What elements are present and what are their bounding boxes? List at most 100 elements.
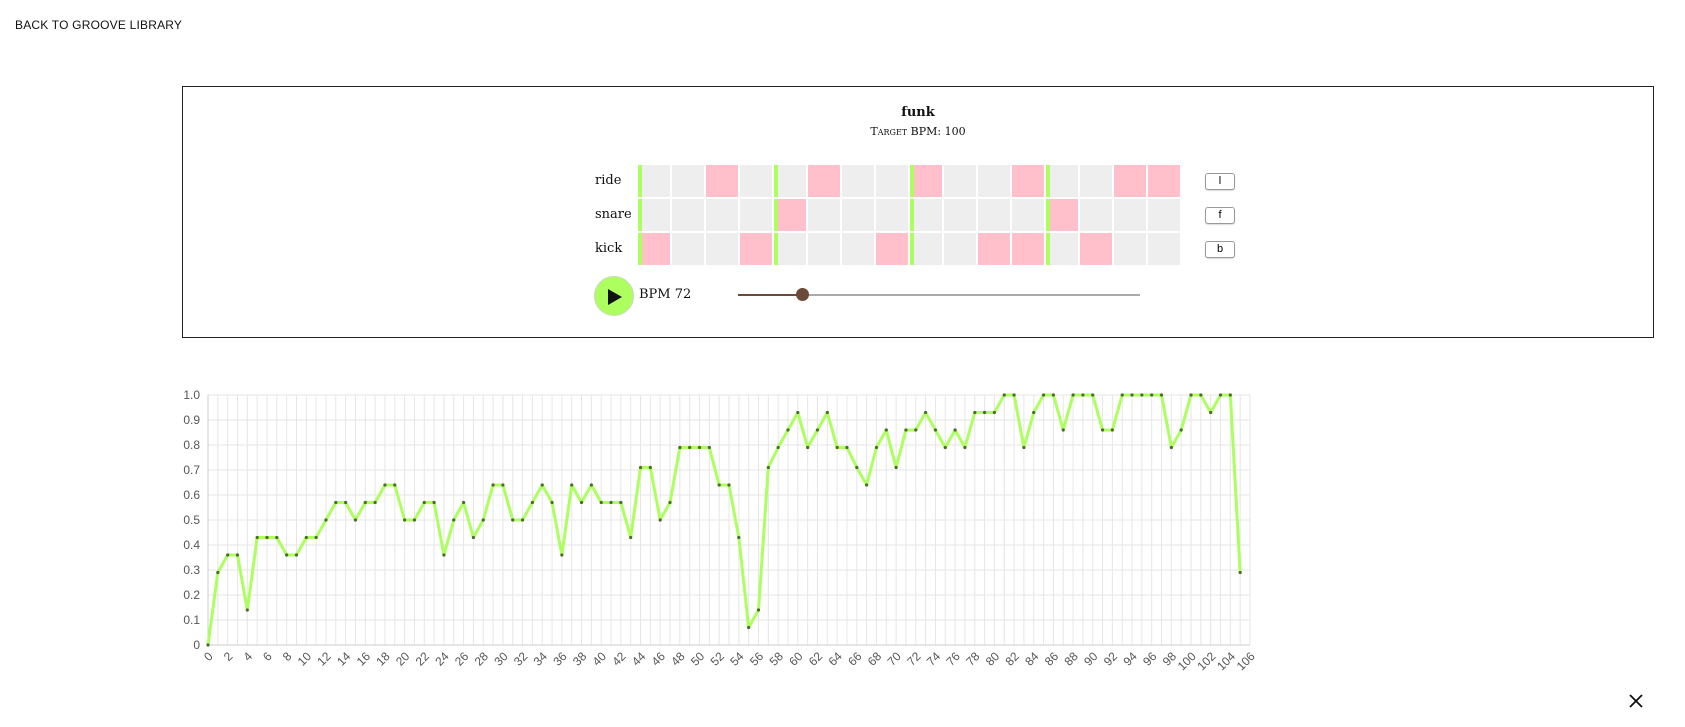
step-cell-kick-14[interactable] xyxy=(1080,233,1112,265)
data-point xyxy=(1150,393,1154,397)
x-tick-label: 40 xyxy=(590,649,610,669)
step-cell-ride-9[interactable] xyxy=(910,165,942,197)
data-point xyxy=(1071,393,1075,397)
x-tick-label: 6 xyxy=(260,649,275,664)
step-cell-kick-6[interactable] xyxy=(808,233,840,265)
step-cell-kick-5[interactable] xyxy=(774,233,806,265)
step-cell-snare-8[interactable] xyxy=(876,199,908,231)
x-tick-label: 36 xyxy=(550,649,570,669)
y-tick-label: 0.2 xyxy=(183,588,200,602)
step-cell-snare-11[interactable] xyxy=(978,199,1010,231)
step-cell-kick-8[interactable] xyxy=(876,233,908,265)
data-point xyxy=(609,500,613,505)
data-point xyxy=(1091,393,1095,397)
x-tick-label: 42 xyxy=(609,649,629,669)
data-point xyxy=(560,553,564,557)
data-point xyxy=(658,518,662,522)
back-to-library-link[interactable]: BACK TO GROOVE LIBRARY xyxy=(15,18,183,32)
x-tick-label: 14 xyxy=(334,649,354,669)
beat-marker xyxy=(910,233,914,265)
data-point xyxy=(737,535,741,540)
step-cell-kick-7[interactable] xyxy=(842,233,874,265)
step-cell-ride-8[interactable] xyxy=(876,165,908,197)
kick-key-button[interactable]: b xyxy=(1205,241,1235,258)
data-point xyxy=(1209,410,1213,415)
step-cell-kick-15[interactable] xyxy=(1114,233,1146,265)
step-cell-ride-4[interactable] xyxy=(740,165,772,197)
beat-marker xyxy=(638,199,642,231)
step-cell-snare-1[interactable] xyxy=(638,199,670,231)
step-cell-kick-9[interactable] xyxy=(910,233,942,265)
step-cell-snare-5[interactable] xyxy=(774,199,806,231)
step-cell-kick-2[interactable] xyxy=(672,233,704,265)
y-tick-label: 0.5 xyxy=(183,513,200,527)
data-point xyxy=(1012,393,1016,397)
data-point xyxy=(1061,428,1065,432)
step-cell-ride-7[interactable] xyxy=(842,165,874,197)
y-tick-label: 1.0 xyxy=(183,388,200,402)
x-tick-label: 38 xyxy=(570,649,590,669)
step-cell-kick-13[interactable] xyxy=(1046,233,1078,265)
beat-marker xyxy=(910,199,914,231)
x-tick-label: 54 xyxy=(727,649,747,669)
step-cell-kick-16[interactable] xyxy=(1148,233,1180,265)
step-cell-snare-15[interactable] xyxy=(1114,199,1146,231)
step-cell-ride-1[interactable] xyxy=(638,165,670,197)
ride-key-button[interactable]: l xyxy=(1205,173,1235,190)
data-point xyxy=(294,553,299,557)
data-point xyxy=(403,518,407,522)
x-tick-label: 78 xyxy=(963,649,983,669)
data-point xyxy=(1159,393,1164,397)
data-point xyxy=(481,518,485,522)
close-icon[interactable] xyxy=(1628,693,1644,709)
step-cell-ride-11[interactable] xyxy=(978,165,1010,197)
data-point xyxy=(648,465,652,470)
step-cell-ride-16[interactable] xyxy=(1148,165,1180,197)
data-point xyxy=(353,518,358,522)
step-cell-ride-14[interactable] xyxy=(1080,165,1112,197)
x-tick-label: 74 xyxy=(924,649,944,669)
step-cell-snare-10[interactable] xyxy=(944,199,976,231)
data-point xyxy=(1179,428,1183,432)
step-cell-snare-7[interactable] xyxy=(842,199,874,231)
x-tick-label: 88 xyxy=(1061,649,1081,669)
x-tick-label: 46 xyxy=(649,649,669,669)
step-cell-snare-6[interactable] xyxy=(808,199,840,231)
step-cell-snare-12[interactable] xyxy=(1012,199,1044,231)
y-tick-label: 0.8 xyxy=(183,438,200,452)
step-cell-kick-3[interactable] xyxy=(706,233,738,265)
step-cell-ride-3[interactable] xyxy=(706,165,738,197)
data-point xyxy=(1110,428,1114,432)
step-cell-snare-16[interactable] xyxy=(1148,199,1180,231)
step-cell-kick-12[interactable] xyxy=(1012,233,1044,265)
step-cell-snare-4[interactable] xyxy=(740,199,772,231)
step-cell-kick-4[interactable] xyxy=(740,233,772,265)
data-point xyxy=(226,553,230,557)
step-cell-ride-2[interactable] xyxy=(672,165,704,197)
step-cell-snare-14[interactable] xyxy=(1080,199,1112,231)
y-tick-label: 0.1 xyxy=(183,613,200,627)
step-cell-kick-11[interactable] xyxy=(978,233,1010,265)
data-point xyxy=(471,535,476,540)
step-cell-snare-2[interactable] xyxy=(672,199,704,231)
step-cell-ride-13[interactable] xyxy=(1046,165,1078,197)
y-tick-label: 0.7 xyxy=(183,463,200,477)
step-cell-ride-10[interactable] xyxy=(944,165,976,197)
groove-title: funk xyxy=(901,105,935,120)
play-button[interactable] xyxy=(594,276,634,316)
step-cell-kick-10[interactable] xyxy=(944,233,976,265)
step-cell-snare-13[interactable] xyxy=(1046,199,1078,231)
step-cell-ride-6[interactable] xyxy=(808,165,840,197)
step-cell-ride-12[interactable] xyxy=(1012,165,1044,197)
step-cell-snare-3[interactable] xyxy=(706,199,738,231)
step-cell-snare-9[interactable] xyxy=(910,199,942,231)
y-tick-label: 0.3 xyxy=(183,563,200,577)
step-cell-kick-1[interactable] xyxy=(638,233,670,265)
data-point xyxy=(599,500,603,505)
bpm-label: BPM 72 xyxy=(639,287,692,302)
bpm-slider-thumb[interactable] xyxy=(796,288,810,301)
step-cell-ride-15[interactable] xyxy=(1114,165,1146,197)
snare-key-button[interactable]: f xyxy=(1205,207,1235,224)
bpm-slider[interactable] xyxy=(738,288,1140,301)
step-cell-ride-5[interactable] xyxy=(774,165,806,197)
